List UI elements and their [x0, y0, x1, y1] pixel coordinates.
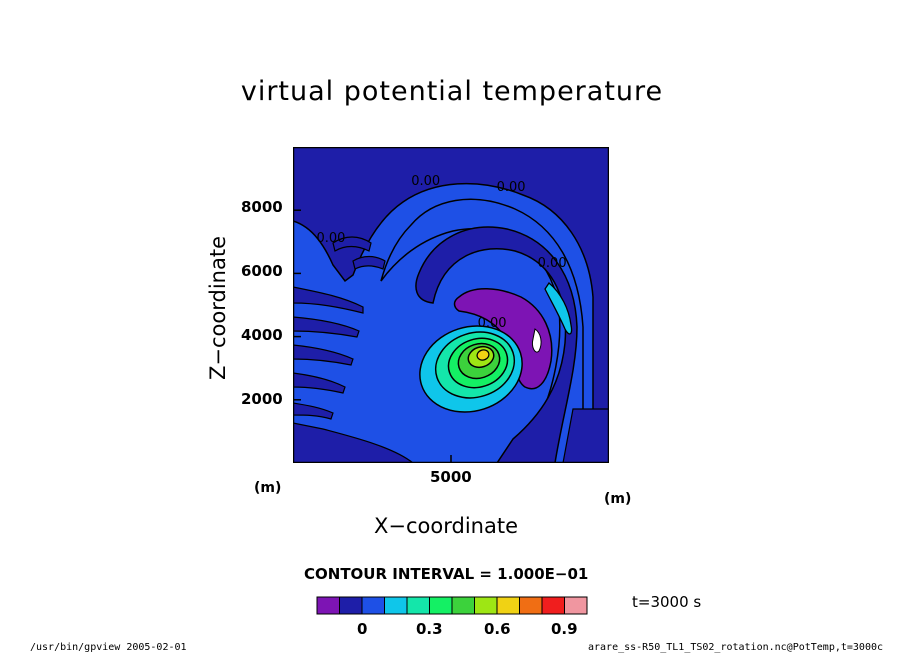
colorbar-swatch: [496, 596, 520, 615]
contour-plot: 0.00 0.00 0.00 0.00 0.00: [293, 147, 609, 463]
footer-left: /usr/bin/gpview 2005-02-01: [30, 642, 187, 653]
colorbar-swatch: [474, 596, 498, 615]
colorbar-swatch: [316, 596, 340, 615]
colorbar-swatch: [429, 596, 453, 615]
contour-label: 0.00: [478, 316, 507, 331]
colorbar-swatch: [541, 596, 565, 615]
field-purple-min: [453, 288, 553, 390]
colorbar-label: 0.6: [484, 620, 511, 638]
y-tick-label: 2000: [241, 390, 283, 408]
colorbar-swatch: [384, 596, 408, 615]
field-dark-band-outer: [293, 147, 609, 463]
contour-label: 0.00: [316, 231, 345, 246]
contour-label: 0.00: [497, 180, 526, 195]
colorbar-swatch: [361, 596, 385, 615]
y-axis-label: Z−coordinate: [206, 236, 230, 380]
y-tick-label: 6000: [241, 262, 283, 280]
y-axis-unit: (m): [254, 480, 282, 496]
x-tick-label: 5000: [430, 468, 472, 486]
contour-label: 0.00: [411, 174, 440, 189]
field-dark-band-inner: [415, 226, 578, 463]
colorbar-label: 0.3: [416, 620, 443, 638]
field-warm-6: [476, 349, 490, 361]
footer-right: arare_ss-R50_TL1_TS02_rotation.nc@PotTem…: [588, 642, 884, 653]
colorbar-swatch: [519, 596, 543, 615]
x-axis-label: X−coordinate: [374, 514, 518, 538]
y-tick-label: 8000: [241, 198, 283, 216]
x-axis-unit: (m): [604, 491, 632, 507]
field-dark-streaks: [293, 236, 386, 420]
time-text: t=3000 s: [632, 593, 702, 611]
contour-interval-text: CONTOUR INTERVAL = 1.000E−01: [304, 565, 589, 583]
field-cyan-band: [544, 282, 573, 335]
colorbar: [316, 596, 588, 615]
colorbar-swatch: [451, 596, 475, 615]
colorbar-label: 0: [357, 620, 368, 638]
colorbar-swatch: [564, 596, 588, 615]
colorbar-swatch: [406, 596, 430, 615]
contour-label: 0.00: [538, 256, 567, 271]
colorbar-label: 0.9: [551, 620, 578, 638]
y-tick-label: 4000: [241, 326, 283, 344]
colorbar-swatch: [339, 596, 363, 615]
field-white-min: [532, 328, 542, 353]
chart-title: virtual potential temperature: [240, 76, 664, 107]
